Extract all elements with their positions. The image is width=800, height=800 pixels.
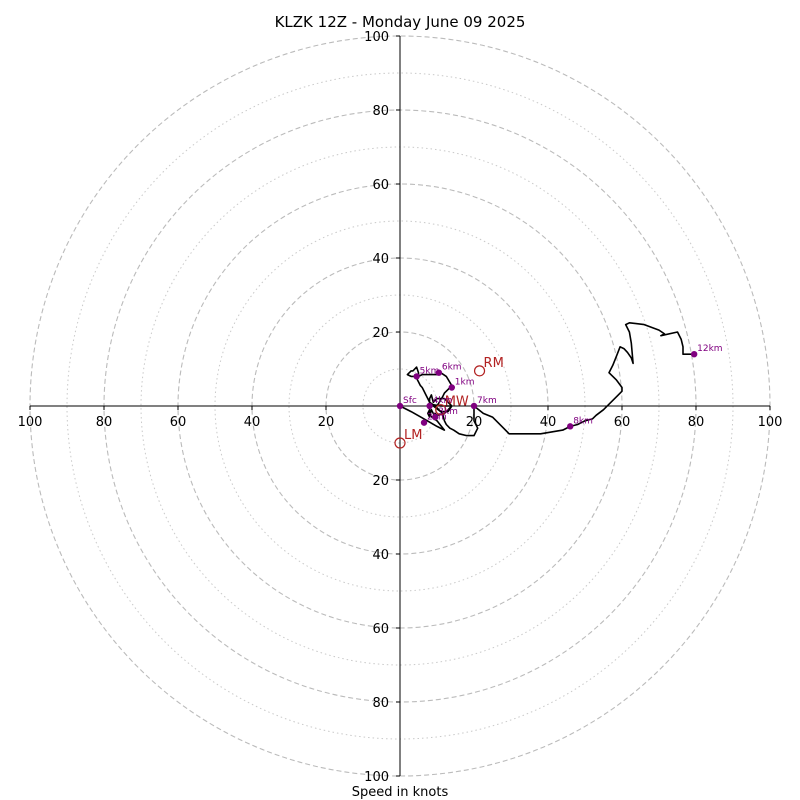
- storm-motion-label-mw: MW: [445, 395, 469, 410]
- height-point-8km: [567, 423, 574, 430]
- height-label-6km: 6km: [442, 363, 462, 373]
- height-label-1km: 1km: [455, 378, 475, 388]
- y-tick-label: 40: [372, 252, 389, 267]
- storm-motion-marker-mw: [435, 404, 447, 416]
- x-tick-label: 60: [614, 415, 631, 430]
- x-tick-label: 40: [540, 415, 557, 430]
- height-label-3km: 3km: [438, 407, 458, 417]
- x-tick-label: 100: [18, 415, 43, 430]
- height-point-2km: [420, 419, 428, 426]
- height-label-4km: 4km: [433, 396, 453, 406]
- storm-motion-marker-rm: [473, 365, 486, 377]
- height-point-6km: [435, 369, 443, 376]
- height-point-12km: [690, 351, 698, 358]
- height-label-5km: 5km: [420, 366, 440, 376]
- height-point-4km: [426, 402, 433, 410]
- y-tick-labels: 100 80 60 40 20 20 40 60 80 100: [364, 30, 400, 785]
- height-point-3km: [431, 413, 439, 421]
- y-tick-label: 100: [364, 770, 389, 785]
- storm-motion-label-lm: LM: [404, 428, 422, 443]
- wind-trace: [399, 321, 695, 437]
- y-tick-label: 60: [372, 178, 389, 193]
- height-label-8km: 8km: [573, 416, 593, 426]
- height-point-5km: [413, 373, 420, 380]
- x-tick-labels: 100 80 60 40 20 20 40 60 80 100: [18, 406, 783, 430]
- y-tick-label: 40: [372, 548, 389, 563]
- height-points: Sfc1km2km3km4km5km6km7km8km12km: [396, 344, 723, 430]
- height-label-7km: 7km: [477, 396, 497, 406]
- height-point-7km: [470, 402, 478, 410]
- height-label-sfc: Sfc: [403, 396, 417, 406]
- storm-motions: RM LM MW: [394, 356, 504, 449]
- y-tick-label: 80: [372, 696, 389, 711]
- x-axis-label: Speed in knots: [352, 785, 449, 800]
- chart-title: KLZK 12Z - Monday June 09 2025: [275, 13, 526, 31]
- x-tick-label: 20: [318, 415, 335, 430]
- wind-trace-line: [399, 321, 695, 437]
- x-tick-label: 80: [688, 415, 705, 430]
- height-point-1km: [448, 384, 455, 391]
- x-tick-label: 100: [758, 415, 783, 430]
- y-tick-label: 80: [372, 104, 389, 119]
- height-label-12km: 12km: [697, 344, 722, 354]
- y-tick-label: 60: [372, 622, 389, 637]
- height-point-sfc: [396, 402, 404, 410]
- y-tick-label: 20: [372, 326, 389, 341]
- y-tick-label: 100: [364, 30, 389, 45]
- x-tick-label: 60: [170, 415, 187, 430]
- storm-motion-label-rm: RM: [484, 356, 504, 371]
- x-tick-label: 80: [96, 415, 113, 430]
- y-tick-label: 20: [372, 474, 389, 489]
- storm-motion-marker-lm: [394, 437, 406, 449]
- x-tick-label: 40: [244, 415, 261, 430]
